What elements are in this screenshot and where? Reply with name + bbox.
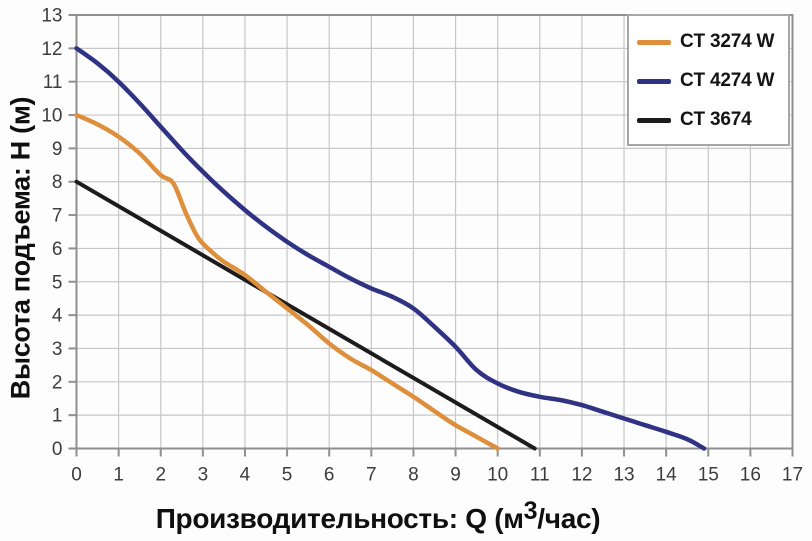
x-tick-label: 1 [113, 465, 124, 486]
x-tick-label: 0 [71, 465, 82, 486]
legend-label-ct-3274-w: CT 3274 W [680, 31, 775, 52]
x-tick-label: 7 [366, 465, 377, 486]
y-tick-label: 12 [41, 39, 62, 60]
series-curve-ct-4274-w [74, 46, 707, 451]
x-axis-title-suffix: /час) [537, 503, 601, 534]
legend-label-ct-4274-w: CT 4274 W [680, 70, 775, 91]
y-tick-label: 7 [52, 206, 63, 227]
y-tick-label: 10 [41, 106, 62, 127]
y-tick-label: 4 [52, 306, 63, 327]
legend-swatch-orange [637, 39, 671, 45]
y-tick-label: 13 [41, 6, 62, 27]
x-tick-label: 12 [571, 465, 592, 486]
x-tick-label: 15 [698, 465, 719, 486]
x-tick-label: 10 [487, 465, 508, 486]
y-tick-label: 11 [43, 72, 63, 93]
legend-item-ct-3274-w: CT 3274 W [637, 31, 788, 53]
y-tick-label: 3 [52, 339, 63, 360]
legend-item-ct-4274-w: CT 4274 W [637, 70, 788, 92]
legend-swatch-navy [637, 78, 671, 84]
x-tick-label: 5 [282, 465, 293, 486]
x-tick-label: 6 [324, 465, 335, 486]
x-tick-label: 2 [155, 465, 166, 486]
x-tick-label: 13 [613, 465, 634, 486]
x-tick-label: 8 [408, 465, 419, 486]
legend-item-ct-3674: CT 3674 [637, 109, 788, 131]
series-curve-ct-3274-w [74, 112, 500, 451]
x-tick-label: 3 [198, 465, 209, 486]
series-curve-ct-3674 [74, 179, 537, 451]
y-tick-label: 6 [52, 239, 63, 260]
y-tick-label: 5 [52, 272, 63, 293]
y-axis-title: Высота подъема: H (м) [5, 96, 36, 400]
x-axis-title: Производительность: Q (м3/час) [156, 497, 601, 535]
legend: CT 3274 W CT 4274 W CT 3674 [627, 14, 790, 146]
y-tick-label: 1 [52, 406, 63, 427]
y-tick-label: 8 [52, 172, 63, 193]
x-tick-label: 4 [240, 465, 251, 486]
x-tick-label: 14 [656, 465, 678, 486]
x-axis-title-superscript: 3 [523, 497, 538, 525]
y-tick-label: 9 [52, 139, 63, 160]
x-tick-label: 17 [782, 465, 803, 486]
legend-swatch-black [637, 117, 671, 123]
x-tick-label: 11 [530, 465, 550, 486]
x-tick-label: 16 [740, 465, 761, 486]
legend-label-ct-3674: CT 3674 [680, 109, 752, 130]
x-tick-label: 9 [450, 465, 461, 486]
plot-border [75, 14, 794, 450]
x-axis-title-prefix: Производительность: Q (м [155, 503, 524, 534]
y-tick-label: 0 [52, 439, 63, 460]
y-tick-label: 2 [52, 372, 63, 393]
